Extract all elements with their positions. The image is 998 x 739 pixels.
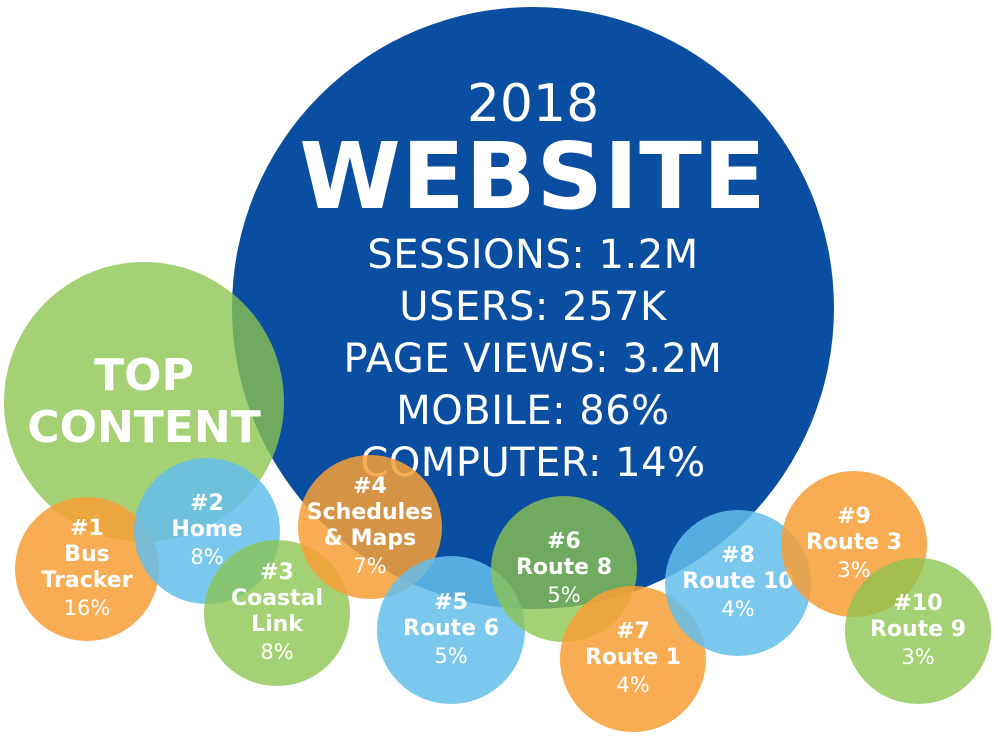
stat-users: USERS: 257K: [399, 284, 667, 330]
item-percent: 8%: [190, 545, 224, 569]
item-rank: #3: [260, 560, 294, 585]
item-rank: #7: [616, 619, 650, 644]
year-label: 2018: [466, 74, 600, 134]
item-rank: #4: [353, 474, 387, 499]
top-content-line-2: CONTENT: [27, 402, 261, 453]
item-percent: 4%: [616, 673, 650, 697]
item-name: & Maps: [323, 526, 417, 551]
stat-mobile: MOBILE: 86%: [396, 388, 670, 434]
stat-sessions: SESSIONS: 1.2M: [367, 232, 699, 278]
item-name: Route 9: [869, 617, 967, 642]
item-percent: 4%: [721, 597, 755, 621]
item-rank: #1: [70, 516, 104, 541]
item-name: Link: [251, 612, 303, 637]
item-name: Route 3: [805, 530, 903, 555]
content-item-10: #10 Route 9 3%: [845, 558, 991, 704]
item-percent: 8%: [260, 640, 294, 664]
stats-list: SESSIONS: 1.2M USERS: 257K PAGE VIEWS: 3…: [344, 229, 723, 489]
item-rank: #10: [893, 591, 943, 616]
stat-page-views: PAGE VIEWS: 3.2M: [343, 336, 723, 382]
website-title: WEBSITE: [299, 123, 767, 230]
item-name: Route 8: [515, 555, 613, 580]
item-percent: 3%: [837, 558, 871, 582]
item-name: Route 1: [584, 645, 682, 670]
item-rank: #5: [434, 590, 468, 615]
item-name: Bus: [64, 542, 110, 567]
item-percent: 5%: [547, 583, 581, 607]
item-name: Tracker: [41, 568, 133, 593]
item-rank: #6: [547, 529, 581, 554]
top-content-line-1: TOP: [94, 350, 194, 401]
item-name: Schedules: [306, 500, 434, 525]
item-percent: 16%: [63, 596, 111, 620]
item-rank: #8: [721, 543, 755, 568]
content-item-1: #1 Bus Tracker 16%: [15, 497, 159, 641]
item-rank: #9: [837, 504, 871, 529]
item-percent: 7%: [353, 554, 387, 578]
content-item-3: #3 Coastal Link 8%: [204, 540, 350, 686]
item-name: Route 10: [682, 569, 794, 594]
item-percent: 5%: [434, 644, 468, 668]
item-rank: #2: [190, 491, 224, 516]
item-name: Coastal: [230, 586, 324, 611]
item-name: Route 6: [402, 616, 500, 641]
item-percent: 3%: [901, 645, 935, 669]
item-name: Home: [171, 517, 243, 542]
